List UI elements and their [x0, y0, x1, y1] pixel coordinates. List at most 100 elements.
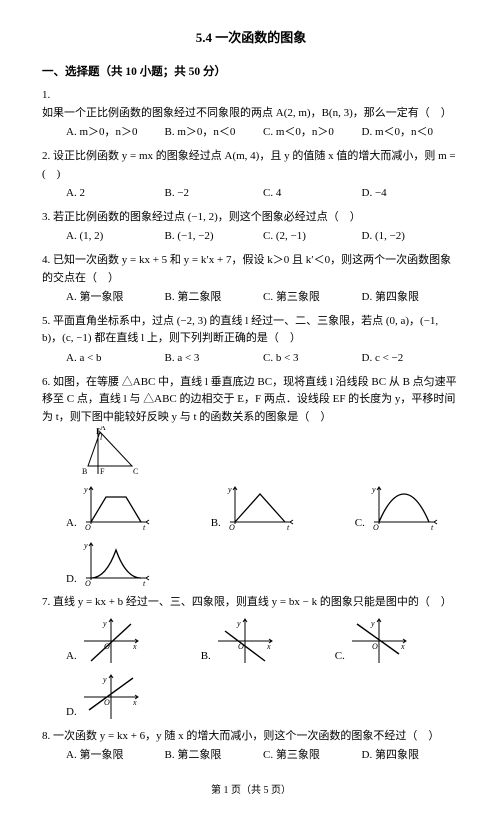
q6-graph-d: y t O: [81, 538, 151, 588]
q5-opt-b: B. a < 3: [165, 350, 264, 368]
q6-opt-d: D. y t O: [66, 538, 151, 588]
triangle-svg: E B A F C l: [78, 426, 144, 478]
page-footer: 第 1 页（共 5 页）: [42, 783, 460, 799]
q6-opt-c-label: C.: [355, 515, 365, 533]
axis-y-label: y: [102, 675, 107, 684]
axis-y-label: y: [371, 485, 376, 494]
question-6: 6. 如图，在等腰 △ABC 中，直线 l 垂直底边 BC，现将直线 l 沿线段…: [42, 374, 460, 589]
q3-num: 3.: [42, 211, 50, 223]
q8-opt-c: C. 第三象限: [263, 747, 362, 765]
q6-opt-b: B. y t O: [211, 482, 295, 532]
q3-opt-c: C. (2, −1): [263, 228, 362, 246]
q7-opt-a: A. y x O: [66, 616, 141, 666]
question-2: 2. 设正比例函数 y = mx 的图象经过点 A(m, 4)，且 y 的值随 …: [42, 148, 460, 203]
q5-opt-d: D. c < −2: [362, 350, 461, 368]
q2-opt-a: A. 2: [66, 185, 165, 203]
q4-stem: 已知一次函数 y = kx + 5 和 y = k′x + 7，假设 k＞0 且…: [42, 254, 451, 284]
axis-y-label: y: [102, 619, 107, 628]
axis-y-label: y: [83, 541, 88, 550]
axis-t-label: t: [143, 579, 146, 588]
q5-opt-c: C. b < 3: [263, 350, 362, 368]
axis-y-label: y: [227, 485, 232, 494]
origin-label: O: [104, 698, 110, 707]
q2-stem: 设正比例函数 y = mx 的图象经过点 A(m, 4)，且 y 的值随 x 值…: [42, 150, 456, 180]
origin-label: O: [85, 523, 91, 532]
q2-num: 2.: [42, 150, 50, 162]
origin-label: O: [373, 523, 379, 532]
q6-opt-a-label: A.: [66, 515, 77, 533]
axis-t-label: t: [143, 523, 146, 532]
q1-opt-a: A. m＞0，n＞0: [66, 124, 165, 142]
q5-opt-a: A. a < b: [66, 350, 165, 368]
q8-num: 8.: [42, 730, 50, 742]
q3-stem: 若正比例函数的图象经过点 (−1, 2)，则这个图象必经过点（ ）: [53, 211, 361, 223]
q8-opt-a: A. 第一象限: [66, 747, 165, 765]
q6-opt-d-label: D.: [66, 571, 77, 589]
axis-t-label: t: [287, 523, 290, 532]
q4-opt-c: C. 第三象限: [263, 289, 362, 307]
question-3: 3. 若正比例函数的图象经过点 (−1, 2)，则这个图象必经过点（ ） A. …: [42, 209, 460, 246]
q6-graph-b: y t O: [225, 482, 295, 532]
origin-label: O: [372, 642, 378, 651]
q7-opt-d: D. y x O: [66, 672, 141, 722]
origin-label: O: [104, 642, 110, 651]
q5-stem: 平面直角坐标系中，过点 (−2, 3) 的直线 l 经过一、二、三象限，若点 (…: [42, 315, 438, 345]
q8-stem: 一次函数 y = kx + 6，y 随 x 的增大而减小，则这个一次函数的图象不…: [53, 730, 439, 742]
q6-opt-a: A. y t O: [66, 482, 151, 532]
label-A: A: [100, 426, 106, 432]
axis-x-label: x: [400, 642, 405, 651]
q6-graph-c: y t O: [369, 482, 439, 532]
q4-opt-a: A. 第一象限: [66, 289, 165, 307]
q2-opt-d: D. −4: [362, 185, 461, 203]
q6-opt-c: C. y t O: [355, 482, 439, 532]
axis-x-label: x: [266, 642, 271, 651]
label-C: C: [133, 467, 138, 476]
question-8: 8. 一次函数 y = kx + 6，y 随 x 的增大而减小，则这个一次函数的…: [42, 728, 460, 765]
origin-label: O: [229, 523, 235, 532]
q1-opt-d: D. m＜0，n＜0: [362, 124, 461, 142]
q6-num: 6.: [42, 376, 50, 388]
q3-opt-d: D. (1, −2): [362, 228, 461, 246]
question-7: 7. 直线 y = kx + b 经过一、三、四象限，则直线 y = bx − …: [42, 594, 460, 722]
question-1: 1. 如果一个正比例函数的图象经过不同象限的两点 A(2, m)，B(n, 3)…: [42, 87, 460, 142]
q7-opt-c-label: C.: [335, 648, 345, 666]
q7-opt-d-label: D.: [66, 704, 77, 722]
q3-opt-b: B. (−1, −2): [165, 228, 264, 246]
q6-stem: 如图，在等腰 △ABC 中，直线 l 垂直底边 BC，现将直线 l 沿线段 BC…: [42, 376, 457, 423]
q7-opt-a-label: A.: [66, 648, 77, 666]
axis-t-label: t: [431, 523, 434, 532]
q6-opt-b-label: B.: [211, 515, 221, 533]
q1-opt-b: B. m＞0，n＜0: [165, 124, 264, 142]
q7-graph-d: y x O: [81, 672, 141, 722]
q2-opt-c: C. 4: [263, 185, 362, 203]
q7-graph-c: y x O: [349, 616, 409, 666]
question-4: 4. 已知一次函数 y = kx + 5 和 y = k′x + 7，假设 k＞…: [42, 252, 460, 307]
label-F: F: [100, 467, 105, 476]
label-B: B: [82, 467, 87, 476]
q1-stem: 如果一个正比例函数的图象经过不同象限的两点 A(2, m)，B(n, 3)，那么…: [42, 107, 452, 119]
q7-opt-b-label: B.: [201, 648, 211, 666]
q7-graph-b: y x O: [215, 616, 275, 666]
q5-num: 5.: [42, 315, 50, 327]
doc-title: 5.4 一次函数的图象: [42, 28, 460, 49]
q7-opt-c: C. y x O: [335, 616, 409, 666]
axis-y-label: y: [83, 485, 88, 494]
q3-opt-a: A. (1, 2): [66, 228, 165, 246]
q7-graph-a: y x O: [81, 616, 141, 666]
question-5: 5. 平面直角坐标系中，过点 (−2, 3) 的直线 l 经过一、二、三象限，若…: [42, 313, 460, 368]
page: 5.4 一次函数的图象 一、选择题（共 10 小题；共 50 分） 1. 如果一…: [0, 0, 502, 819]
q4-num: 4.: [42, 254, 50, 266]
origin-label: O: [85, 579, 91, 588]
q8-opt-b: B. 第二象限: [165, 747, 264, 765]
axis-y-label: y: [370, 619, 375, 628]
section-heading: 一、选择题（共 10 小题；共 50 分）: [42, 63, 460, 81]
q1-opt-c: C. m＜0，n＞0: [263, 124, 362, 142]
q8-opt-d: D. 第四象限: [362, 747, 461, 765]
q4-opt-b: B. 第二象限: [165, 289, 264, 307]
axis-x-label: x: [132, 642, 137, 651]
q1-num: 1.: [42, 89, 50, 101]
axis-x-label: x: [132, 698, 137, 707]
origin-label: O: [238, 642, 244, 651]
q7-num: 7.: [42, 596, 50, 608]
q4-opt-d: D. 第四象限: [362, 289, 461, 307]
